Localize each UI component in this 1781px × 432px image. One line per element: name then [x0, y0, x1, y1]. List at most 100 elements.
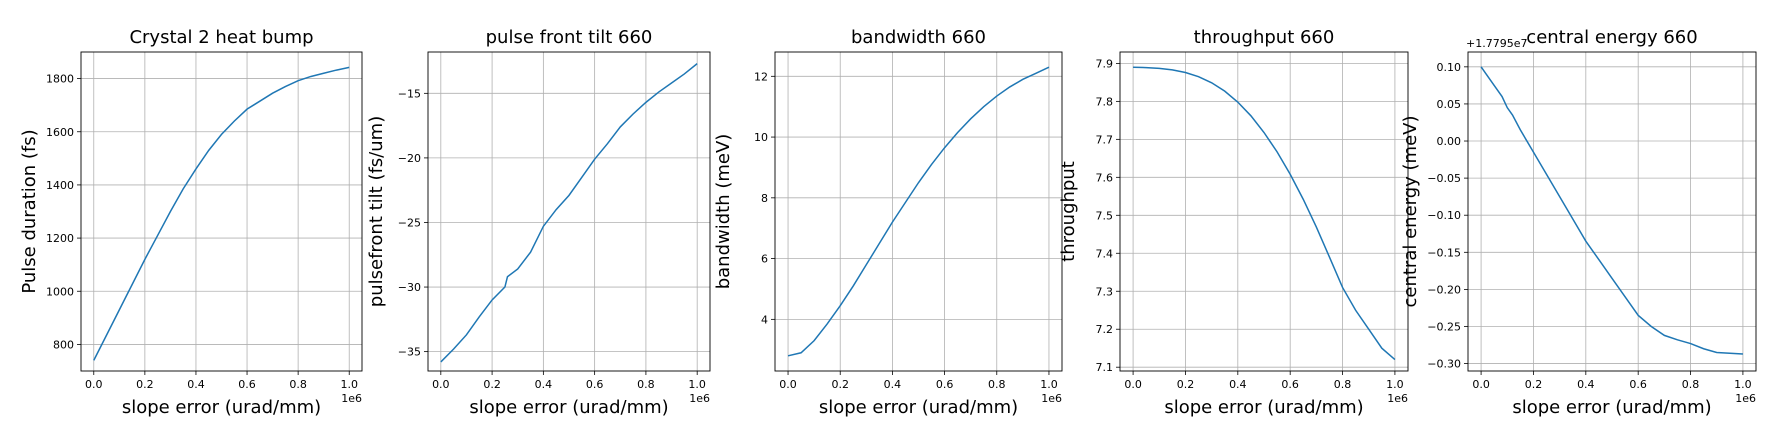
y-tick-label: 8: [761, 192, 768, 205]
y-tick-label: 1800: [46, 73, 74, 86]
y-tick-label: 10: [754, 131, 768, 144]
x-tick-label: 0.2: [483, 378, 501, 391]
x-tick-label: 1.0: [1734, 378, 1752, 391]
y-axis-label: Pulse duration (fs): [19, 129, 40, 293]
y-tick-label: −0.10: [1427, 209, 1461, 222]
x-tick-label: 0.6: [1629, 378, 1647, 391]
x-tick-label: 0.4: [884, 378, 902, 391]
chart-panel-4: 0.0 0.2 0.4 0.6 0.8 1.0 7.1 7.2 7.3 7.4 7.5 7.6 7.7 7…: [1058, 27, 1408, 418]
x-tick-label: 1.0: [1386, 378, 1404, 391]
x-tick-label: 0.6: [936, 378, 954, 391]
y-tick-label: 4: [761, 313, 768, 326]
y-tick-label: −25: [398, 216, 421, 229]
y-tick-label: 7.1: [1096, 361, 1114, 374]
plot-frame: [775, 52, 1062, 371]
x-tick-label: 0.8: [637, 378, 655, 391]
x-tick-label: 0.4: [1577, 378, 1595, 391]
x-tick-label: 0.6: [238, 378, 256, 391]
series-line: [94, 67, 349, 360]
y-offset-label: +1.7795e7: [1466, 37, 1527, 50]
x-tick-label: 0.0: [779, 378, 797, 391]
y-tick-label: 1600: [46, 126, 74, 139]
y-tick-label: −0.05: [1427, 172, 1461, 185]
y-tick-label: 7.7: [1096, 133, 1114, 146]
series-line: [1481, 67, 1743, 354]
series-line: [441, 64, 697, 362]
x-tick-label: 1.0: [340, 378, 358, 391]
y-axis-label: throughput: [1058, 161, 1079, 262]
y-tick-label: 12: [754, 70, 768, 83]
y-tick-label: 7.5: [1096, 209, 1114, 222]
y-tick-label: 1200: [46, 232, 74, 245]
y-tick-label: 7.6: [1096, 171, 1114, 184]
plot-frame: [1468, 52, 1756, 371]
y-axis-label: central energy (meV): [1400, 116, 1421, 308]
x-tick-label: 0.0: [85, 378, 103, 391]
y-tick-label: −30: [398, 281, 421, 294]
chart-title: central energy 660: [1526, 27, 1697, 48]
chart-title: Crystal 2 heat bump: [129, 27, 313, 48]
chart-panel-1: 0.0 0.2 0.4 0.6 0.8 1.0 800 1000 1200 1400 1600 180…: [19, 27, 362, 418]
chart-title: throughput 660: [1194, 27, 1335, 48]
x-axis-label: slope error (urad/mm): [469, 397, 668, 418]
x-tick-label: 0.0: [1124, 378, 1142, 391]
y-tick-label: 1000: [46, 285, 74, 298]
y-axis-label: bandwidth (meV): [713, 134, 734, 290]
x-tick-label: 0.2: [1177, 378, 1195, 391]
y-tick-label: 0.00: [1437, 135, 1462, 148]
y-tick-label: −0.25: [1427, 320, 1461, 333]
x-scale-multiplier: 1e6: [1387, 392, 1408, 405]
x-tick-label: 1.0: [688, 378, 706, 391]
y-tick-label: 0.05: [1437, 98, 1462, 111]
y-tick-label: −0.30: [1427, 358, 1461, 371]
series-line: [1133, 67, 1395, 359]
x-tick-label: 0.4: [1229, 378, 1247, 391]
x-tick-label: 0.8: [289, 378, 307, 391]
x-tick-label: 0.0: [1472, 378, 1490, 391]
chart-title: pulse front tilt 660: [486, 27, 653, 48]
x-axis-label: slope error (urad/mm): [122, 397, 321, 418]
y-tick-label: 6: [761, 253, 768, 266]
y-tick-label: 800: [53, 338, 74, 351]
x-tick-label: 0.0: [432, 378, 450, 391]
y-tick-label: 7.9: [1096, 57, 1114, 70]
x-tick-label: 1.0: [1040, 378, 1058, 391]
x-scale-multiplier: 1e6: [341, 392, 362, 405]
chart-panel-3: 0.0 0.2 0.4 0.6 0.8 1.0 4 6 8 10 12 bandwidth 660 sl…: [713, 27, 1062, 418]
y-tick-label: −35: [398, 346, 421, 359]
y-tick-label: 1400: [46, 179, 74, 192]
y-tick-label: 7.4: [1096, 247, 1114, 260]
y-tick-label: 0.10: [1437, 61, 1462, 74]
x-tick-label: 0.2: [136, 378, 154, 391]
x-axis-label: slope error (urad/mm): [819, 397, 1018, 418]
x-scale-multiplier: 1e6: [689, 392, 710, 405]
x-tick-label: 0.8: [988, 378, 1006, 391]
x-tick-label: 0.4: [187, 378, 205, 391]
y-axis-label: pulsefront tilt (fs/um): [366, 116, 387, 307]
y-tick-label: 7.2: [1096, 323, 1114, 336]
plot-frame: [428, 52, 710, 371]
y-tick-label: −0.20: [1427, 283, 1461, 296]
y-tick-label: 7.8: [1096, 95, 1114, 108]
chart-panel-2: 0.0 0.2 0.4 0.6 0.8 1.0 −35 −30 −25 −20 −15 pulse f…: [366, 27, 710, 418]
x-tick-label: 0.6: [1281, 378, 1299, 391]
x-tick-label: 0.6: [586, 378, 604, 391]
x-tick-label: 0.2: [1525, 378, 1543, 391]
y-tick-label: −15: [398, 87, 421, 100]
x-tick-label: 0.4: [535, 378, 553, 391]
plot-frame: [81, 52, 362, 371]
y-tick-label: 7.3: [1096, 285, 1114, 298]
x-scale-multiplier: 1e6: [1735, 392, 1756, 405]
x-tick-label: 0.8: [1334, 378, 1352, 391]
x-scale-multiplier: 1e6: [1041, 392, 1062, 405]
chart-title: bandwidth 660: [851, 27, 986, 48]
y-tick-label: −0.15: [1427, 246, 1461, 259]
x-axis-label: slope error (urad/mm): [1164, 397, 1363, 418]
chart-panel-5: 0.0 0.2 0.4 0.6 0.8 1.0 −0.30 −0.25 −0.20 −0.15 −0…: [1400, 27, 1756, 418]
x-tick-label: 0.2: [831, 378, 849, 391]
series-line: [788, 67, 1049, 356]
x-tick-label: 0.8: [1682, 378, 1700, 391]
y-tick-label: −20: [398, 152, 421, 165]
x-axis-label: slope error (urad/mm): [1512, 397, 1711, 418]
